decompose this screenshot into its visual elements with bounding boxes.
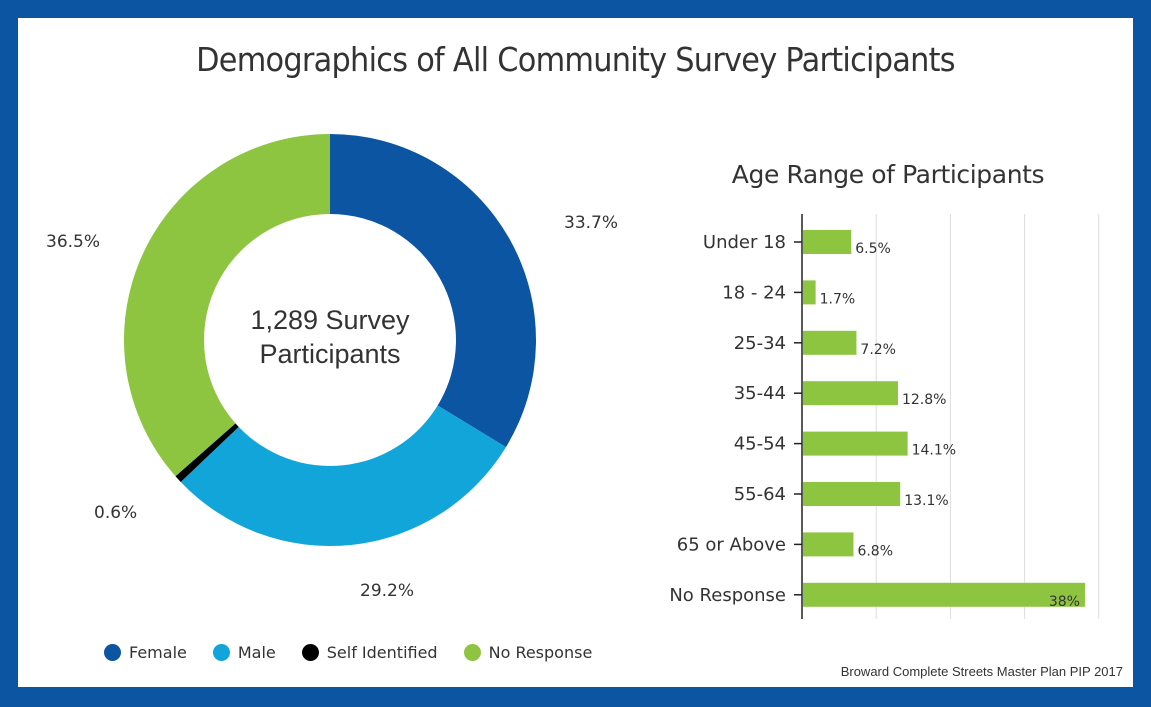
age-bar bbox=[803, 330, 857, 355]
legend-swatch-no-response bbox=[463, 643, 481, 661]
slice-label-female: 33.7% bbox=[564, 213, 619, 233]
donut-slice-self-identified bbox=[175, 423, 239, 482]
age-chart-title: Age Range of Participants bbox=[731, 160, 1045, 189]
source-note: Broward Complete Streets Master Plan PIP… bbox=[840, 664, 1123, 679]
age-bar-chart: Under 18 6.5% 18 - 24 1.7% 25-34 7.2% 35-44 12.… bbox=[669, 214, 1100, 619]
age-bar bbox=[803, 230, 852, 254]
category-label: 45-54 bbox=[734, 434, 786, 455]
legend-item-self-identified: Self Identified bbox=[301, 642, 438, 662]
slice-label-no-response: 36.5% bbox=[46, 232, 101, 252]
page-title: Demographics of All Community Survey Par… bbox=[196, 40, 956, 79]
bar-value-label: 13.1% bbox=[904, 493, 948, 509]
bar-value-label: 38% bbox=[1049, 594, 1080, 610]
legend-item-female: Female bbox=[104, 643, 187, 662]
category-label: 35-44 bbox=[734, 383, 786, 404]
legend-item-no-response: No Response bbox=[463, 642, 593, 662]
age-bar bbox=[803, 381, 898, 406]
age-bar bbox=[803, 482, 901, 506]
category-label: Under 18 bbox=[703, 232, 786, 253]
donut-slice-female bbox=[330, 134, 536, 448]
legend-item-male: Male bbox=[212, 642, 276, 662]
legend-swatch-self-identified bbox=[301, 643, 319, 661]
bar-value-label: 6.8% bbox=[857, 543, 893, 559]
donut-legend: Female Male Self Identified No Response bbox=[104, 640, 618, 664]
legend-label-no-response: No Response bbox=[488, 642, 593, 662]
category-label: No Response bbox=[669, 585, 786, 606]
age-bar bbox=[803, 532, 854, 557]
age-bar bbox=[803, 582, 1085, 607]
donut-center-text: 1,289 Survey Participants bbox=[210, 303, 450, 371]
slice-label-self-identified: 0.6% bbox=[94, 503, 138, 523]
legend-swatch-male bbox=[212, 643, 230, 661]
donut-slice-male bbox=[180, 405, 506, 547]
legend-label-self-identified: Self Identified bbox=[326, 642, 438, 662]
donut-center-line-2: Participants bbox=[259, 339, 401, 369]
donut-slice-no-response bbox=[124, 134, 331, 477]
category-label: 65 or Above bbox=[677, 534, 786, 555]
donut-chart bbox=[124, 134, 536, 547]
legend-swatch-female bbox=[104, 643, 121, 661]
legend-label-female: Female bbox=[129, 642, 187, 662]
chart-frame: Demographics of All Community Survey Par… bbox=[18, 18, 1133, 687]
category-label: 18 - 24 bbox=[722, 282, 786, 303]
category-label: 55-64 bbox=[734, 484, 786, 505]
age-bar bbox=[803, 431, 908, 456]
slice-label-male: 29.2% bbox=[360, 581, 415, 601]
legend-label-male: Male bbox=[237, 642, 276, 662]
bar-value-label: 1.7% bbox=[820, 291, 856, 307]
category-label: 25-34 bbox=[734, 333, 786, 354]
donut-center-line-1: 1,289 Survey bbox=[250, 305, 410, 335]
bar-value-label: 12.8% bbox=[902, 392, 946, 408]
age-bar bbox=[803, 280, 816, 305]
bar-value-label: 6.5% bbox=[855, 241, 891, 257]
bar-value-label: 7.2% bbox=[860, 342, 896, 358]
bar-value-label: 14.1% bbox=[912, 443, 956, 459]
